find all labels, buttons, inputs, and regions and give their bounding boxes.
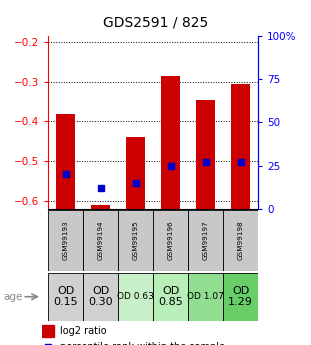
Bar xyxy=(83,273,118,321)
Bar xyxy=(118,210,153,271)
Text: GSM99198: GSM99198 xyxy=(238,221,244,260)
Bar xyxy=(56,114,75,209)
Bar xyxy=(91,205,110,209)
Bar xyxy=(223,273,258,321)
Text: OD
0.85: OD 0.85 xyxy=(158,286,183,307)
Bar xyxy=(126,137,145,209)
Bar xyxy=(153,273,188,321)
Bar xyxy=(118,273,153,321)
Point xyxy=(168,163,173,168)
Bar xyxy=(48,210,83,271)
Bar xyxy=(153,210,188,271)
Text: OD 0.63: OD 0.63 xyxy=(117,292,154,301)
Point xyxy=(133,180,138,186)
Bar xyxy=(83,210,118,271)
Bar xyxy=(223,210,258,271)
Point xyxy=(238,159,243,165)
Bar xyxy=(48,273,83,321)
Text: OD 1.07: OD 1.07 xyxy=(187,292,224,301)
Text: OD
1.29: OD 1.29 xyxy=(228,286,253,307)
Text: OD
0.30: OD 0.30 xyxy=(88,286,113,307)
Point xyxy=(63,171,68,177)
Text: percentile rank within the sample: percentile rank within the sample xyxy=(60,342,225,345)
Text: log2 ratio: log2 ratio xyxy=(60,326,106,336)
Text: OD
0.15: OD 0.15 xyxy=(53,286,78,307)
Text: age: age xyxy=(3,292,22,302)
Point xyxy=(45,344,50,345)
Text: GSM99195: GSM99195 xyxy=(133,221,139,260)
Bar xyxy=(196,100,215,209)
Bar xyxy=(42,325,54,337)
Text: GSM99197: GSM99197 xyxy=(203,221,209,260)
Text: GDS2591 / 825: GDS2591 / 825 xyxy=(103,16,208,30)
Bar xyxy=(161,76,180,209)
Point xyxy=(98,185,103,191)
Bar xyxy=(231,84,250,209)
Text: GSM99196: GSM99196 xyxy=(168,221,174,260)
Bar xyxy=(188,210,223,271)
Bar xyxy=(188,273,223,321)
Text: GSM99193: GSM99193 xyxy=(63,221,69,260)
Text: GSM99194: GSM99194 xyxy=(98,221,104,260)
Point xyxy=(203,159,208,165)
